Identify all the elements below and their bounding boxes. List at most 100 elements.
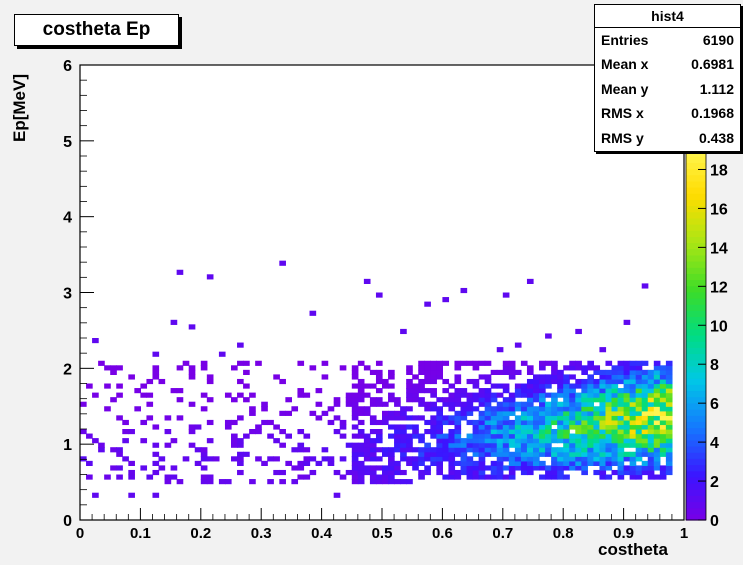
heatmap-cell	[605, 401, 613, 407]
heatmap-cell	[406, 424, 413, 430]
heatmap-cell	[653, 451, 661, 457]
heatmap-cell	[472, 378, 480, 385]
heatmap-cell	[526, 442, 534, 448]
heatmap-cell	[140, 465, 148, 471]
heatmap-cell	[224, 392, 232, 398]
heatmap-cell	[635, 369, 643, 375]
colorbar-segment	[686, 446, 706, 453]
heatmap-cell	[496, 447, 504, 453]
heatmap-cell	[128, 460, 135, 466]
heatmap-cell	[563, 456, 570, 462]
heatmap-cell	[587, 401, 594, 407]
heatmap-cell	[665, 469, 673, 476]
heatmap-cell	[369, 442, 377, 448]
heatmap-cell	[382, 474, 389, 480]
heatmap-cell	[140, 383, 148, 389]
heatmap-cell	[357, 460, 365, 466]
heatmap-cell	[448, 392, 456, 398]
heatmap-cell	[520, 465, 528, 471]
heatmap-cell	[484, 438, 492, 444]
heatmap-cell	[587, 365, 594, 371]
heatmap-cell	[164, 442, 172, 448]
heatmap-cell	[436, 442, 443, 448]
heatmap-cell	[557, 378, 564, 385]
heatmap-cell	[545, 378, 552, 385]
heatmap-cell	[400, 328, 407, 335]
heatmap-cell	[605, 429, 613, 435]
heatmap-cell	[526, 460, 534, 466]
x-tick-label: 0.7	[492, 525, 513, 542]
heatmap-cell	[484, 378, 492, 385]
heatmap-cell	[551, 438, 558, 444]
heatmap-cell	[188, 374, 196, 380]
colorbar-tick-label: 10	[710, 318, 728, 335]
heatmap-cell	[593, 415, 601, 421]
y-tick-label: 5	[63, 134, 72, 151]
heatmap-cell	[659, 374, 667, 380]
heatmap-cell	[388, 410, 395, 416]
heatmap-cell	[170, 319, 178, 325]
heatmap-cell	[635, 469, 643, 476]
heatmap-cell	[635, 360, 643, 366]
heatmap-cell	[653, 465, 661, 471]
heatmap-cell	[647, 429, 655, 435]
heatmap-cell	[647, 433, 655, 439]
heatmap-cell	[406, 456, 413, 462]
heatmap-cell	[200, 365, 208, 371]
heatmap-cell	[611, 424, 619, 430]
heatmap-cell	[291, 447, 299, 453]
heatmap-cell	[369, 419, 377, 426]
heatmap-cell	[617, 429, 625, 435]
heatmap-cell	[333, 415, 341, 421]
heatmap-cell	[647, 383, 655, 389]
heatmap-cell	[375, 456, 383, 462]
heatmap-cell	[659, 469, 667, 476]
heatmap-cell	[605, 447, 613, 453]
heatmap-cell	[478, 469, 486, 476]
heatmap-cell	[351, 369, 359, 375]
heatmap-cell	[152, 365, 160, 371]
heatmap-cell	[406, 447, 413, 453]
heatmap-cell	[200, 456, 208, 462]
heatmap-cell	[514, 442, 522, 448]
heatmap-cell	[412, 374, 419, 380]
heatmap-cell	[496, 465, 504, 471]
heatmap-cell	[563, 419, 570, 426]
heatmap-cell	[526, 424, 534, 430]
heatmap-cell	[587, 442, 594, 448]
heatmap-cell	[575, 465, 582, 471]
heatmap-cell	[357, 383, 365, 389]
heatmap-cell	[635, 438, 643, 444]
heatmap-cell	[575, 365, 582, 371]
heatmap-cell	[569, 465, 576, 471]
heatmap-cell	[635, 442, 643, 448]
x-tick-label: 0.6	[432, 525, 453, 542]
heatmap-cell	[563, 378, 570, 385]
heatmap-cell	[333, 429, 341, 435]
heatmap-cell	[400, 447, 407, 453]
heatmap-cell	[297, 460, 305, 466]
heatmap-cell	[641, 438, 649, 444]
heatmap-cell	[243, 433, 250, 439]
heatmap-cell	[369, 479, 377, 485]
heatmap-cell	[587, 410, 594, 416]
heatmap-cell	[647, 469, 655, 476]
heatmap-cell	[551, 392, 558, 398]
heatmap-cell	[526, 465, 534, 471]
heatmap-cell	[448, 397, 456, 403]
heatmap-cell	[520, 429, 528, 435]
heatmap-cell	[448, 474, 456, 480]
stats-row: Entries 6190	[595, 28, 740, 52]
heatmap-cell	[641, 451, 649, 457]
heatmap-cell	[551, 410, 558, 416]
heatmap-cell	[635, 401, 643, 407]
heatmap-cell	[472, 451, 480, 457]
heatmap-cell	[327, 419, 335, 426]
heatmap-cell	[309, 410, 317, 416]
heatmap-cell	[394, 460, 401, 466]
heatmap-cell	[424, 469, 431, 476]
heatmap-cell	[454, 469, 462, 476]
heatmap-cell	[478, 410, 486, 416]
colorbar-segment	[686, 224, 706, 231]
heatmap-cell	[551, 374, 558, 380]
